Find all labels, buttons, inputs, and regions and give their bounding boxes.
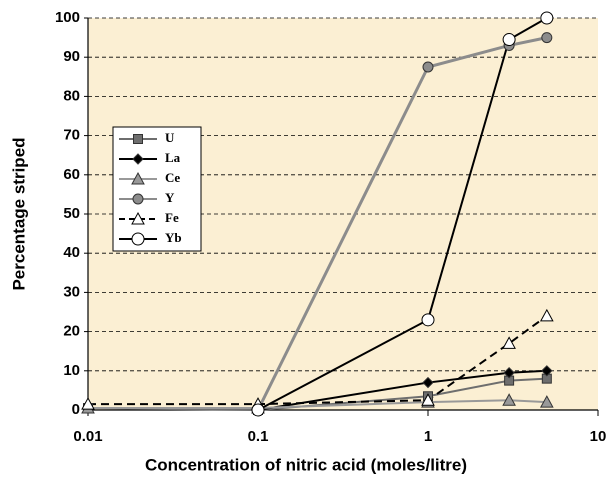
y-tick-label: 0 xyxy=(72,401,80,418)
legend-box xyxy=(112,126,202,252)
legend-label: Yb xyxy=(165,230,182,245)
series-line xyxy=(256,36,548,411)
marker xyxy=(503,367,515,379)
marker xyxy=(81,397,95,410)
marker xyxy=(133,134,143,144)
y-tick-label: 80 xyxy=(63,87,80,104)
marker xyxy=(502,393,516,406)
y-tick-label: 50 xyxy=(63,205,80,222)
x-axis-title: Concentration of nitric acid (moles/litr… xyxy=(145,455,467,474)
y-tick-label: 70 xyxy=(63,127,80,144)
legend-label: Ce xyxy=(165,170,180,185)
series-line xyxy=(257,17,548,411)
x-tick-label: 0.1 xyxy=(248,428,269,445)
marker xyxy=(421,313,435,327)
marker xyxy=(131,211,145,225)
y-axis-title: Percentage striped xyxy=(9,137,28,290)
y-tick-label: 100 xyxy=(55,9,80,26)
y-tick-label: 10 xyxy=(63,362,80,379)
series-line xyxy=(257,369,547,411)
legend-label: Fe xyxy=(165,210,179,225)
y-tick-label: 60 xyxy=(63,166,80,183)
y-tick-label: 40 xyxy=(63,244,80,261)
marker xyxy=(422,376,434,389)
marker xyxy=(132,193,144,205)
y-tick-label: 90 xyxy=(63,48,80,65)
x-tick-label: 10 xyxy=(590,428,607,445)
marker xyxy=(251,403,265,417)
marker xyxy=(502,336,516,349)
marker xyxy=(540,11,554,25)
marker xyxy=(132,153,144,165)
marker xyxy=(131,232,145,246)
x-tick-label: 1 xyxy=(424,428,432,445)
marker xyxy=(541,32,553,44)
marker xyxy=(502,33,516,47)
marker xyxy=(131,171,145,185)
y-tick-label: 20 xyxy=(63,323,80,340)
marker xyxy=(541,365,553,377)
legend-label: Y xyxy=(165,190,175,205)
marker xyxy=(422,61,434,73)
marker xyxy=(421,393,435,406)
y-tick-label: 30 xyxy=(63,283,80,300)
x-tick-label: 0.01 xyxy=(73,428,102,445)
marker xyxy=(539,395,554,408)
marker xyxy=(539,308,554,322)
legend-label: U xyxy=(165,130,175,145)
legend-label: La xyxy=(165,150,181,165)
